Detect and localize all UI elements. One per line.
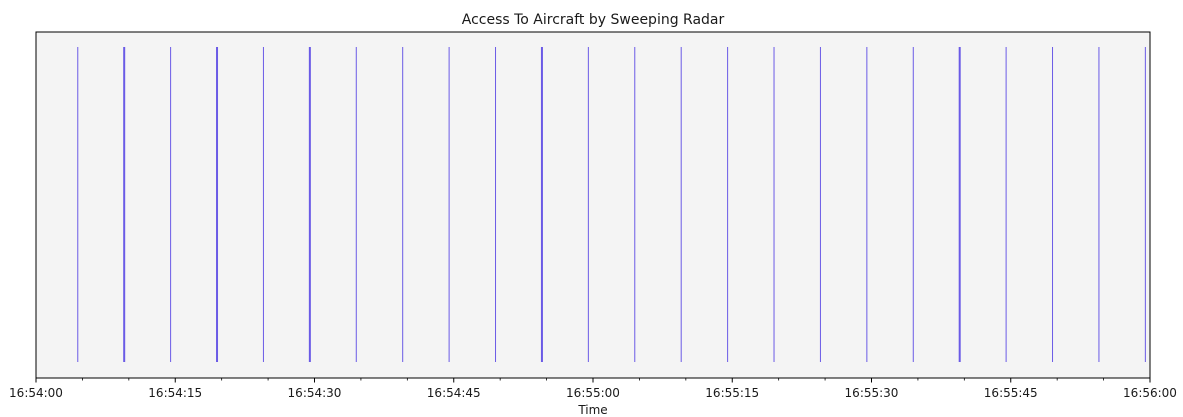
x-minor-ticks — [82, 378, 1104, 381]
x-tick-label: 16:55:15 — [705, 386, 759, 400]
x-major-ticks — [35, 378, 1151, 383]
x-tick-label: 16:54:30 — [288, 386, 342, 400]
plot-area — [35, 31, 1151, 379]
event-lines — [77, 47, 1146, 362]
x-tick-label: 16:54:45 — [427, 386, 481, 400]
x-tick-label: 16:54:00 — [9, 386, 63, 400]
x-tick-labels: 16:54:00 16:54:15 16:54:30 16:54:45 16:55:00… — [9, 386, 1177, 400]
x-tick-label: 16:55:45 — [984, 386, 1038, 400]
chart-title: Access To Aircraft by Sweeping Radar — [462, 12, 725, 28]
x-axis-label: Time — [577, 403, 607, 417]
x-tick-label: 16:55:00 — [566, 386, 620, 400]
x-tick-label: 16:54:15 — [148, 386, 202, 400]
x-tick-label: 16:55:30 — [845, 386, 899, 400]
x-tick-label: 16:56:00 — [1123, 386, 1177, 400]
